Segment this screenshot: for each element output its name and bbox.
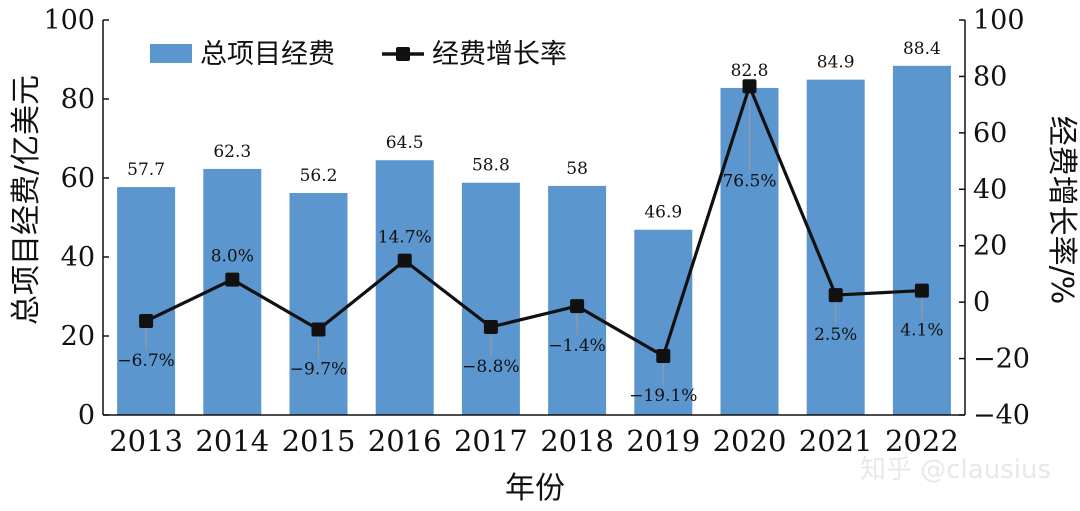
y2-tick-label: 80	[973, 61, 1007, 92]
bar-value-label: 58.8	[472, 156, 510, 176]
legend-line-marker	[396, 47, 410, 61]
y-tick-label: 0	[78, 400, 95, 431]
x-tick-label: 2013	[109, 424, 183, 458]
line-marker	[570, 299, 585, 314]
bar-value-label: 84.9	[817, 53, 855, 73]
axes-layer: 0 20 40 60 80 100 −40 −20 0 20 40 60 80 100 2013 2014 20…	[43, 5, 1030, 458]
y-tick-label: 40	[61, 242, 95, 273]
line-marker	[914, 283, 929, 298]
growth-rate-label: 76.5%	[722, 171, 776, 191]
growth-rate-label: −1.4%	[548, 336, 605, 356]
legend-bar-label: 总项目经费	[200, 39, 335, 70]
growth-rate-label: 2.5%	[814, 325, 857, 345]
y2-tick-label: 40	[973, 174, 1007, 205]
growth-rate-label: 14.7%	[378, 228, 432, 248]
line-marker	[139, 314, 154, 329]
bar-value-label: 56.2	[300, 166, 338, 186]
line-marker	[225, 272, 240, 287]
x-tick-label: 2020	[713, 424, 787, 458]
x-tick-label: 2021	[799, 424, 873, 458]
bar-value-label: 46.9	[644, 203, 682, 223]
y2-tick-label: 60	[973, 118, 1007, 149]
leaders-layer	[145, 93, 923, 386]
line-marker	[311, 322, 326, 337]
y2-tick-label: −40	[973, 400, 1030, 431]
bars-layer	[117, 65, 951, 416]
y-axis-title: 总项目经费/亿美元	[9, 75, 44, 325]
y2-axis-title: 经费增长率/%	[1044, 116, 1079, 305]
bar	[461, 182, 520, 415]
y2-tick-label: 100	[973, 5, 1025, 36]
x-tick-label: 2017	[454, 424, 528, 458]
bar-value-label: 88.4	[903, 39, 941, 59]
bar-value-label: 57.7	[127, 160, 165, 180]
x-axis-title: 年份	[505, 471, 565, 506]
labels-layer: 57.7 62.3 56.2 64.5 58.8 58 46.9 82.8 84.9 88.4 −6…	[117, 39, 943, 406]
x-tick-label: 2016	[368, 424, 442, 458]
line-marker	[742, 79, 757, 94]
growth-rate-label: −6.7%	[117, 351, 174, 371]
growth-rate-label: 8.0%	[211, 247, 254, 267]
bar-value-label: 62.3	[213, 142, 251, 162]
y-tick-label: 60	[61, 163, 95, 194]
x-tick-label: 2018	[540, 424, 614, 458]
watermark: 知乎 @clausius	[860, 455, 1051, 485]
bar	[892, 65, 951, 415]
bar	[375, 160, 434, 415]
bar-value-label: 82.8	[731, 61, 769, 81]
line-marker	[828, 288, 843, 303]
legend-bar-swatch	[150, 44, 192, 63]
line-marker	[397, 253, 412, 268]
bar-value-label: 58	[566, 159, 588, 179]
y2-tick-label: 20	[973, 231, 1007, 262]
growth-rate-label: −8.8%	[462, 357, 519, 377]
y-tick-label: 80	[61, 84, 95, 115]
growth-rate-label: −9.7%	[290, 360, 347, 380]
y-tick-label: 20	[61, 321, 95, 352]
line-layer	[139, 79, 929, 364]
growth-rate-label: −19.1%	[629, 386, 697, 406]
x-tick-label: 2014	[195, 424, 269, 458]
line-marker	[483, 319, 498, 334]
y2-tick-label: 0	[973, 287, 990, 318]
line-marker	[656, 349, 671, 364]
y-tick-label: 100	[43, 5, 95, 36]
y2-tick-label: −20	[973, 344, 1030, 375]
bar-value-label: 64.5	[386, 133, 424, 153]
growth-line	[145, 84, 922, 358]
growth-rate-label: 4.1%	[900, 321, 943, 341]
legend: 总项目经费 经费增长率	[150, 39, 567, 70]
bar	[117, 187, 176, 415]
x-tick-label: 2015	[282, 424, 356, 458]
legend-line-label: 经费增长率	[432, 39, 567, 70]
x-tick-label: 2022	[885, 424, 959, 458]
x-tick-label: 2019	[626, 424, 700, 458]
bar	[289, 193, 348, 415]
